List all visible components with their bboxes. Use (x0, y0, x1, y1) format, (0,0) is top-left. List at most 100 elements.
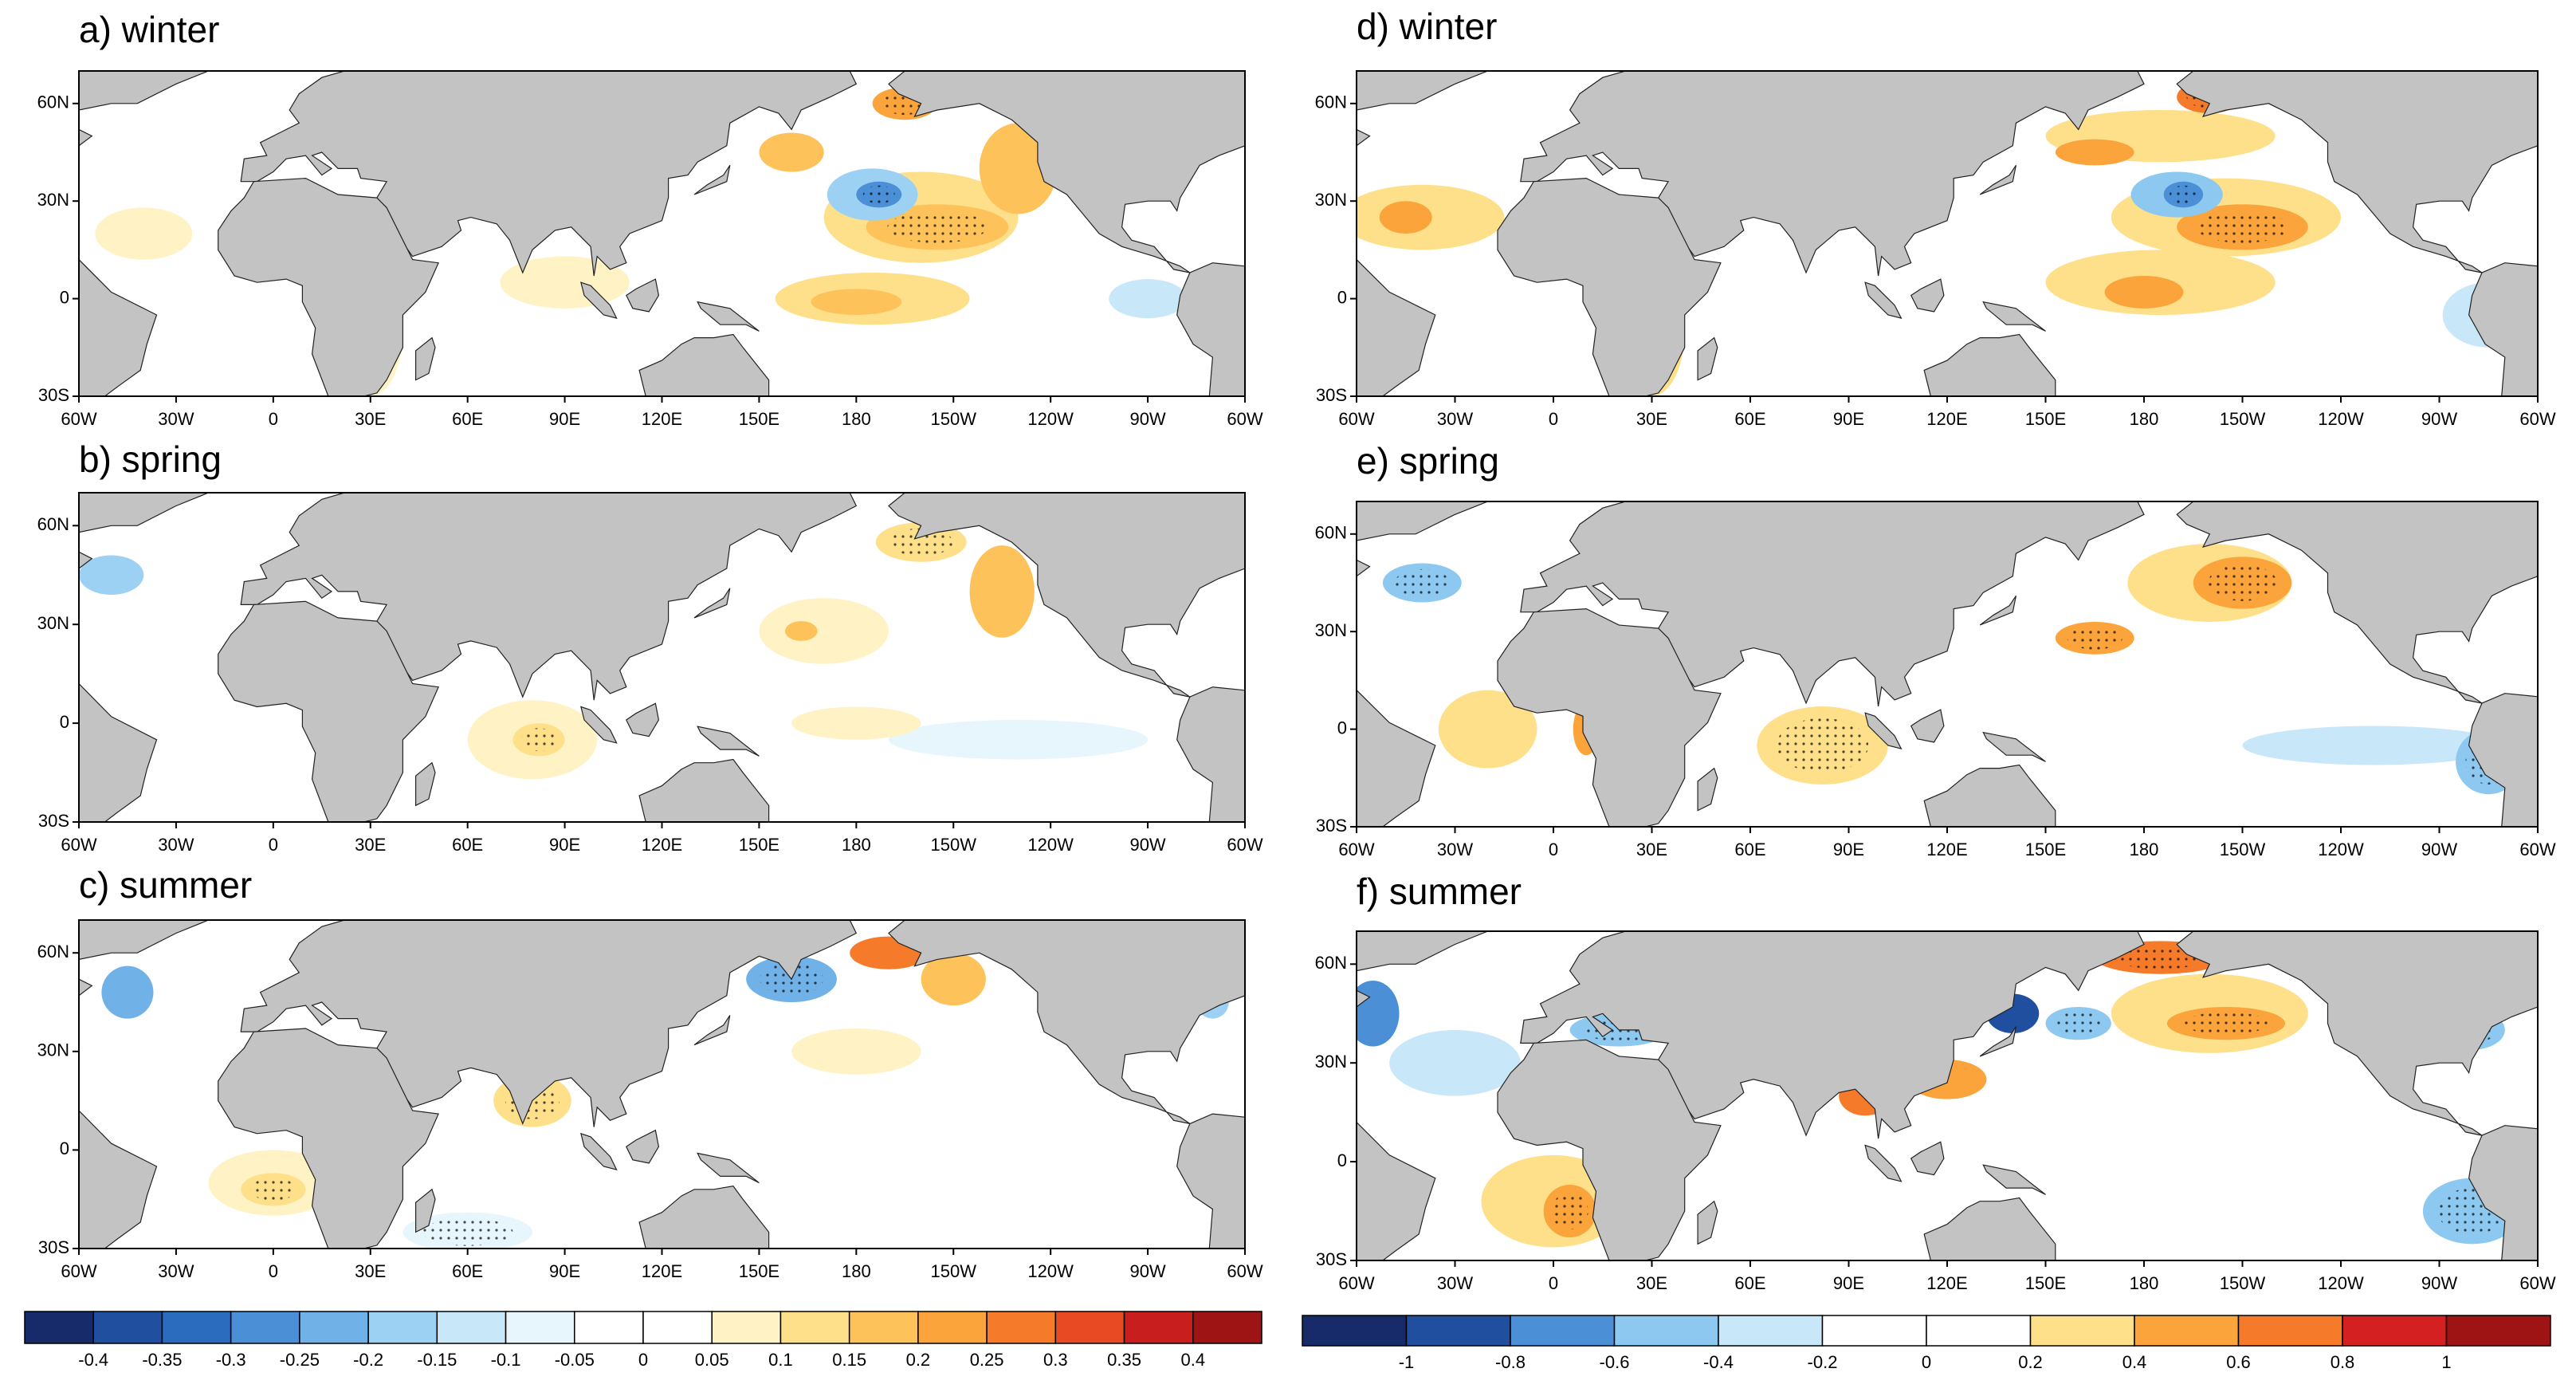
land (415, 761, 436, 807)
land (1864, 1144, 1903, 1182)
land (1982, 1164, 2046, 1195)
lat-label: 60N (1315, 953, 1347, 973)
land (1923, 1197, 2056, 1260)
land (1176, 686, 1245, 822)
land (1357, 559, 1371, 577)
land (1982, 731, 2046, 762)
lon-label: 30E (355, 409, 386, 429)
land (626, 1129, 660, 1164)
colorbar-box (1926, 1315, 2032, 1347)
colorbar-box (1192, 1311, 1262, 1344)
land (1176, 1113, 1245, 1249)
shading (101, 965, 154, 1019)
land (697, 1152, 760, 1184)
lon-label: 60W (1338, 840, 1374, 859)
lon-label: 30W (1437, 409, 1473, 429)
land (693, 1015, 731, 1046)
land (218, 1028, 439, 1249)
lon-label: 30E (355, 1261, 386, 1281)
panel-title: d) winter (1357, 6, 1497, 47)
panel-title: b) spring (79, 438, 222, 480)
map-panel: a) winter 60W 30W 0 30E 60E 90E 120E 150E 180 150W… (37, 9, 1263, 429)
stippling (2196, 210, 2289, 243)
lat-label: 30N (1315, 190, 1347, 210)
panel-title: e) spring (1357, 440, 1499, 482)
land (1923, 333, 2056, 396)
lon-label: 150E (739, 1261, 779, 1281)
lat-label: 0 (60, 1138, 69, 1158)
lon-label: 150W (2220, 1273, 2266, 1293)
land (697, 301, 760, 332)
land (693, 164, 731, 195)
lon-label: 60E (1734, 409, 1765, 429)
shading (784, 621, 818, 641)
land (1979, 595, 2016, 626)
colorbar-box (505, 1311, 575, 1344)
lat-label: 30S (1316, 816, 1347, 836)
land (1697, 767, 1718, 812)
colorbar-box (1054, 1311, 1125, 1344)
lon-label: 150W (2220, 409, 2266, 429)
land (2468, 693, 2538, 827)
land (1357, 258, 1436, 396)
stippling (2067, 627, 2122, 650)
land (693, 588, 731, 619)
land (1357, 128, 1371, 147)
lat-label: 60N (37, 942, 69, 962)
lon-label: 150E (739, 835, 779, 855)
lon-label: 90W (2421, 1273, 2457, 1293)
colorbar-label: 0 (1922, 1352, 1931, 1372)
lon-label: 90W (2421, 840, 2457, 859)
lat-label: 30S (38, 1237, 69, 1257)
colorbar-box (1405, 1315, 1511, 1347)
lon-label: 120E (1926, 409, 1967, 429)
colorbar-label: -0.3 (216, 1350, 246, 1370)
lat-label: 30N (37, 1040, 69, 1060)
land (1864, 281, 1903, 319)
map-panel: e) spring 60W 30W 0 30E 60E 90E 120E 150E 180 150W… (1315, 440, 2556, 859)
lon-label: 120E (1926, 1273, 1967, 1293)
colorbar-box (2029, 1315, 2135, 1347)
colorbar-label: 0.4 (2122, 1352, 2147, 1372)
land (218, 177, 439, 396)
land (626, 278, 660, 313)
map-content (79, 71, 1245, 396)
land (2468, 262, 2538, 396)
lon-label: 30W (158, 835, 194, 855)
colorbar-box (436, 1311, 507, 1344)
colorbar-label: -0.6 (1600, 1352, 1630, 1372)
colorbar-box (574, 1311, 644, 1344)
land (1357, 689, 1436, 827)
lon-label: 90E (549, 1261, 580, 1281)
lon-label: 150E (2025, 840, 2066, 859)
lat-label: 30N (37, 190, 69, 210)
colorbar-box (1123, 1311, 1194, 1344)
lon-label: 180 (842, 1261, 871, 1281)
colorbar-label: -0.4 (1703, 1352, 1734, 1372)
colorbar-box (367, 1311, 438, 1344)
colorbar-box (1718, 1315, 1824, 1347)
map-panel: f) summer 60W 30W 0 30E 60E 90E 120E 150E 180 150W… (1315, 871, 2556, 1293)
land (626, 702, 660, 737)
shading (2055, 139, 2134, 166)
colorbar-label: -0.4 (78, 1350, 108, 1370)
lon-label: 0 (1549, 409, 1558, 429)
lon-label: 180 (842, 835, 871, 855)
land (1357, 931, 1488, 972)
land (1176, 262, 1245, 396)
land (79, 128, 93, 147)
colorbar-label: -0.2 (353, 1350, 383, 1370)
lat-label: 30S (1316, 1249, 1347, 1269)
lat-label: 60N (1315, 92, 1347, 112)
lon-label: 0 (269, 409, 278, 429)
colorbar-label: -0.2 (1808, 1352, 1838, 1372)
stippling (2055, 1012, 2102, 1036)
land (580, 1132, 618, 1170)
colorbar-label: -0.15 (417, 1350, 457, 1370)
lon-label: 60W (1338, 409, 1374, 429)
map-content (1357, 501, 2538, 827)
colorbar-label: -0.05 (555, 1350, 595, 1370)
lat-label: 60N (37, 514, 69, 534)
lon-label: 0 (1549, 840, 1558, 859)
land (1864, 712, 1903, 749)
